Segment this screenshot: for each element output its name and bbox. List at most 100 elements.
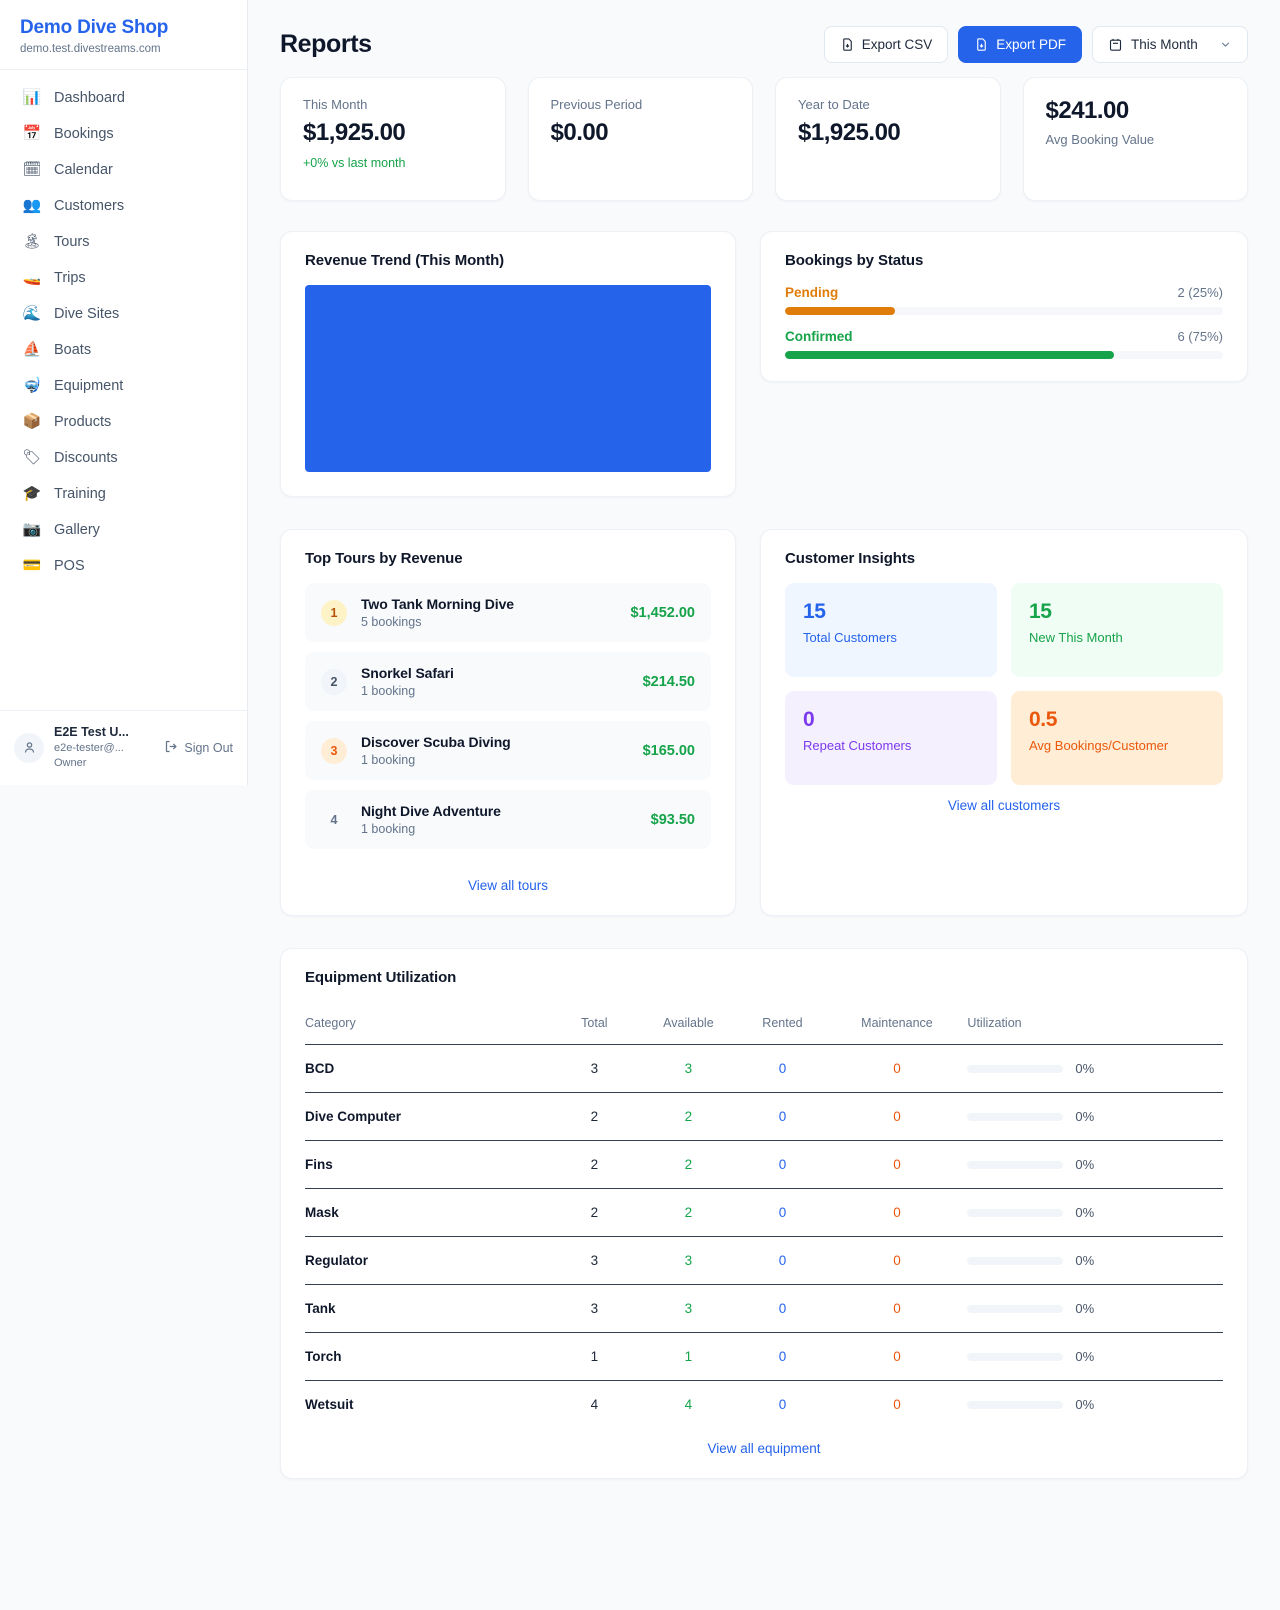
sidebar-item-boats[interactable]: ⛵ Boats — [0, 332, 247, 368]
file-download-icon — [974, 37, 989, 52]
sidebar-item-trips[interactable]: 🚤 Trips — [0, 260, 247, 296]
cell-maintenance: 0 — [832, 1140, 968, 1189]
status-bar-fill — [785, 307, 895, 315]
cell-category: Regulator — [305, 1236, 551, 1285]
tour-rank-badge: 4 — [330, 812, 338, 827]
cell-total: 2 — [550, 1140, 645, 1189]
sidebar-item-training[interactable]: 🎓 Training — [0, 476, 247, 512]
bookings-status-title: Bookings by Status — [785, 252, 924, 269]
equipment-table: Category Total Available Rented Maintena… — [305, 1004, 1223, 1428]
sign-out-button[interactable]: Sign Out — [164, 739, 233, 757]
utilization-bar-track — [967, 1304, 1064, 1313]
view-all-customers-link[interactable]: View all customers — [947, 798, 1061, 813]
sidebar-item-products[interactable]: 📦 Products — [0, 404, 247, 440]
tour-row[interactable]: 4 Night Dive Adventure 1 booking $93.50 — [305, 790, 711, 849]
utilization-percent: 0% — [1075, 1349, 1095, 1364]
sidebar-item-label: Equipment — [54, 377, 124, 394]
tour-row[interactable]: 1 Two Tank Morning Dive 5 bookings $1,45… — [305, 583, 711, 642]
top-tours-list: 1 Two Tank Morning Dive 5 bookings $1,45… — [281, 567, 735, 865]
brand-header[interactable]: Demo Dive Shop demo.test.divestreams.com — [0, 0, 247, 70]
cell-maintenance: 0 — [832, 1332, 968, 1381]
cell-rented: 0 — [738, 1332, 833, 1381]
sidebar-item-label: Products — [54, 413, 112, 430]
stat-label: Year to Date — [798, 97, 870, 112]
tour-row[interactable]: 3 Discover Scuba Diving 1 booking $165.0… — [305, 721, 711, 780]
user-role: Owner — [54, 757, 87, 770]
revenue-trend-panel: Revenue Trend (This Month) — [280, 231, 736, 497]
sidebar-item-tours[interactable]: 🏝 Tours — [0, 224, 247, 260]
table-row: Tank 3 3 0 0 0% — [305, 1284, 1223, 1333]
cell-available: 2 — [644, 1188, 739, 1237]
utilization-wrap: 0% — [967, 1205, 1217, 1220]
sidebar-item-dive-sites[interactable]: 🌊 Dive Sites — [0, 296, 247, 332]
sidebar-item-bookings[interactable]: 📅 Bookings — [0, 116, 247, 152]
tours-icon: 🏝 — [22, 233, 42, 251]
file-download-icon — [840, 37, 855, 52]
equipment-table-wrap: Category Total Available Rented Maintena… — [281, 986, 1247, 1428]
page-title: Reports — [280, 30, 372, 58]
view-all-tours-link[interactable]: View all tours — [467, 878, 549, 893]
utilization-percent: 0% — [1075, 1205, 1095, 1220]
status-bar-track — [785, 351, 1223, 359]
status-row: Pending 2 (25%) — [785, 285, 1223, 315]
tour-name: Snorkel Safari — [361, 665, 454, 681]
calendar-icon: 🗓 — [22, 161, 42, 179]
utilization-percent: 0% — [1075, 1301, 1095, 1316]
sidebar-item-equipment[interactable]: 🤿 Equipment — [0, 368, 247, 404]
insight-label: New This Month — [1029, 630, 1123, 645]
cell-category: Dive Computer — [305, 1092, 551, 1141]
cell-available: 3 — [644, 1044, 739, 1093]
utilization-bar-track — [967, 1256, 1064, 1265]
customer-insights-title: Customer Insights — [785, 550, 915, 567]
sidebar-item-discounts[interactable]: 🏷 Discounts — [0, 440, 247, 476]
discounts-icon: 🏷 — [22, 449, 42, 467]
status-label: Confirmed — [785, 329, 853, 344]
date-range-select[interactable]: This Month — [1092, 26, 1248, 63]
sidebar-item-gallery[interactable]: 📷 Gallery — [0, 512, 247, 548]
sign-out-label: Sign Out — [184, 740, 233, 755]
sidebar-item-pos[interactable]: 💳 POS — [0, 548, 247, 584]
tours-customers-row: Top Tours by Revenue 1 Two Tank Morning … — [280, 529, 1248, 916]
utilization-bar-track — [967, 1160, 1064, 1169]
tour-row[interactable]: 2 Snorkel Safari 1 booking $214.50 — [305, 652, 711, 711]
equipment-icon: 🤿 — [22, 377, 42, 395]
insight-value: 0.5 — [1029, 708, 1057, 731]
insight-tile: 0.5 Avg Bookings/Customer — [1011, 691, 1223, 785]
equipment-table-head: Category Total Available Rented Maintena… — [305, 1004, 1223, 1045]
view-all-equipment-link[interactable]: View all equipment — [707, 1441, 821, 1456]
sidebar-item-calendar[interactable]: 🗓 Calendar — [0, 152, 247, 188]
stat-delta: +0% vs last month — [303, 156, 406, 170]
utilization-wrap: 0% — [967, 1157, 1217, 1172]
boats-icon: ⛵ — [22, 341, 42, 359]
tour-info: Discover Scuba Diving 1 booking — [361, 734, 629, 767]
equipment-utilization-panel: Equipment Utilization Category Total Ava… — [280, 948, 1248, 1479]
utilization-bar-track — [967, 1064, 1064, 1073]
cell-category: Mask — [305, 1188, 551, 1237]
export-pdf-button[interactable]: Export PDF — [958, 26, 1082, 63]
cell-maintenance: 0 — [832, 1284, 968, 1333]
tour-rank-badge: 1 — [321, 599, 347, 626]
cell-total: 3 — [550, 1044, 645, 1093]
cell-rented: 0 — [738, 1140, 833, 1189]
sidebar-item-customers[interactable]: 👥 Customers — [0, 188, 247, 224]
utilization-wrap: 0% — [967, 1109, 1217, 1124]
sidebar-item-label: Dashboard — [54, 89, 125, 106]
cell-category: BCD — [305, 1044, 551, 1093]
insight-tile: 15 New This Month — [1011, 583, 1223, 677]
export-csv-button[interactable]: Export CSV — [823, 26, 949, 63]
tour-info: Snorkel Safari 1 booking — [361, 665, 629, 698]
tour-name: Night Dive Adventure — [361, 803, 501, 819]
cell-maintenance: 0 — [832, 1236, 968, 1285]
status-top: Confirmed 6 (75%) — [785, 329, 1223, 344]
column-header-maintenance: Maintenance — [861, 1016, 933, 1030]
utilization-percent: 0% — [1075, 1109, 1095, 1124]
date-range-value: This Month — [1131, 37, 1198, 52]
sidebar-item-dashboard[interactable]: 📊 Dashboard — [0, 80, 247, 116]
sidebar: Demo Dive Shop demo.test.divestreams.com… — [0, 0, 248, 785]
cell-category: Fins — [305, 1140, 551, 1189]
cell-utilization: 0% — [967, 1284, 1223, 1333]
tour-bookings: 5 bookings — [361, 615, 422, 629]
table-row: Dive Computer 2 2 0 0 0% — [305, 1092, 1223, 1141]
cell-utilization: 0% — [967, 1188, 1223, 1237]
cell-total: 3 — [550, 1284, 645, 1333]
